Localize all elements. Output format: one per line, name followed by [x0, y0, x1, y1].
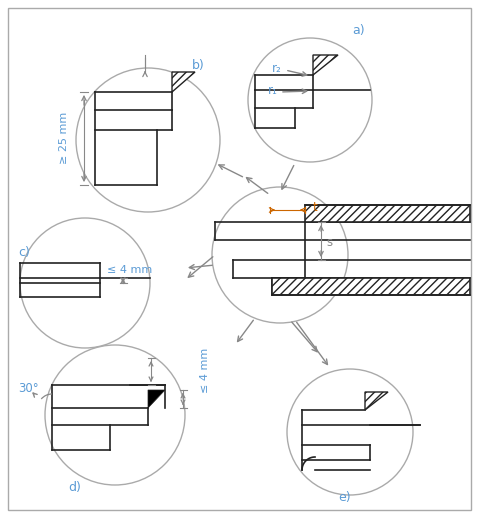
Text: t: t — [313, 200, 318, 213]
Polygon shape — [172, 72, 195, 92]
Polygon shape — [148, 390, 165, 408]
Polygon shape — [272, 278, 470, 295]
Text: ≥ 25 mm: ≥ 25 mm — [59, 112, 69, 164]
Text: d): d) — [68, 482, 81, 495]
Text: c): c) — [18, 246, 30, 258]
Polygon shape — [313, 55, 338, 75]
Text: e): e) — [338, 492, 351, 505]
Text: r₂: r₂ — [272, 62, 282, 75]
Text: ≤ 4 mm: ≤ 4 mm — [107, 265, 152, 275]
Text: ≤ 4 mm: ≤ 4 mm — [200, 348, 210, 393]
Text: s: s — [326, 236, 332, 249]
Text: 30°: 30° — [18, 381, 39, 395]
Text: a): a) — [352, 23, 365, 36]
Polygon shape — [305, 205, 470, 222]
Text: b): b) — [192, 59, 205, 71]
Polygon shape — [365, 392, 388, 410]
Text: r₁: r₁ — [268, 83, 278, 96]
